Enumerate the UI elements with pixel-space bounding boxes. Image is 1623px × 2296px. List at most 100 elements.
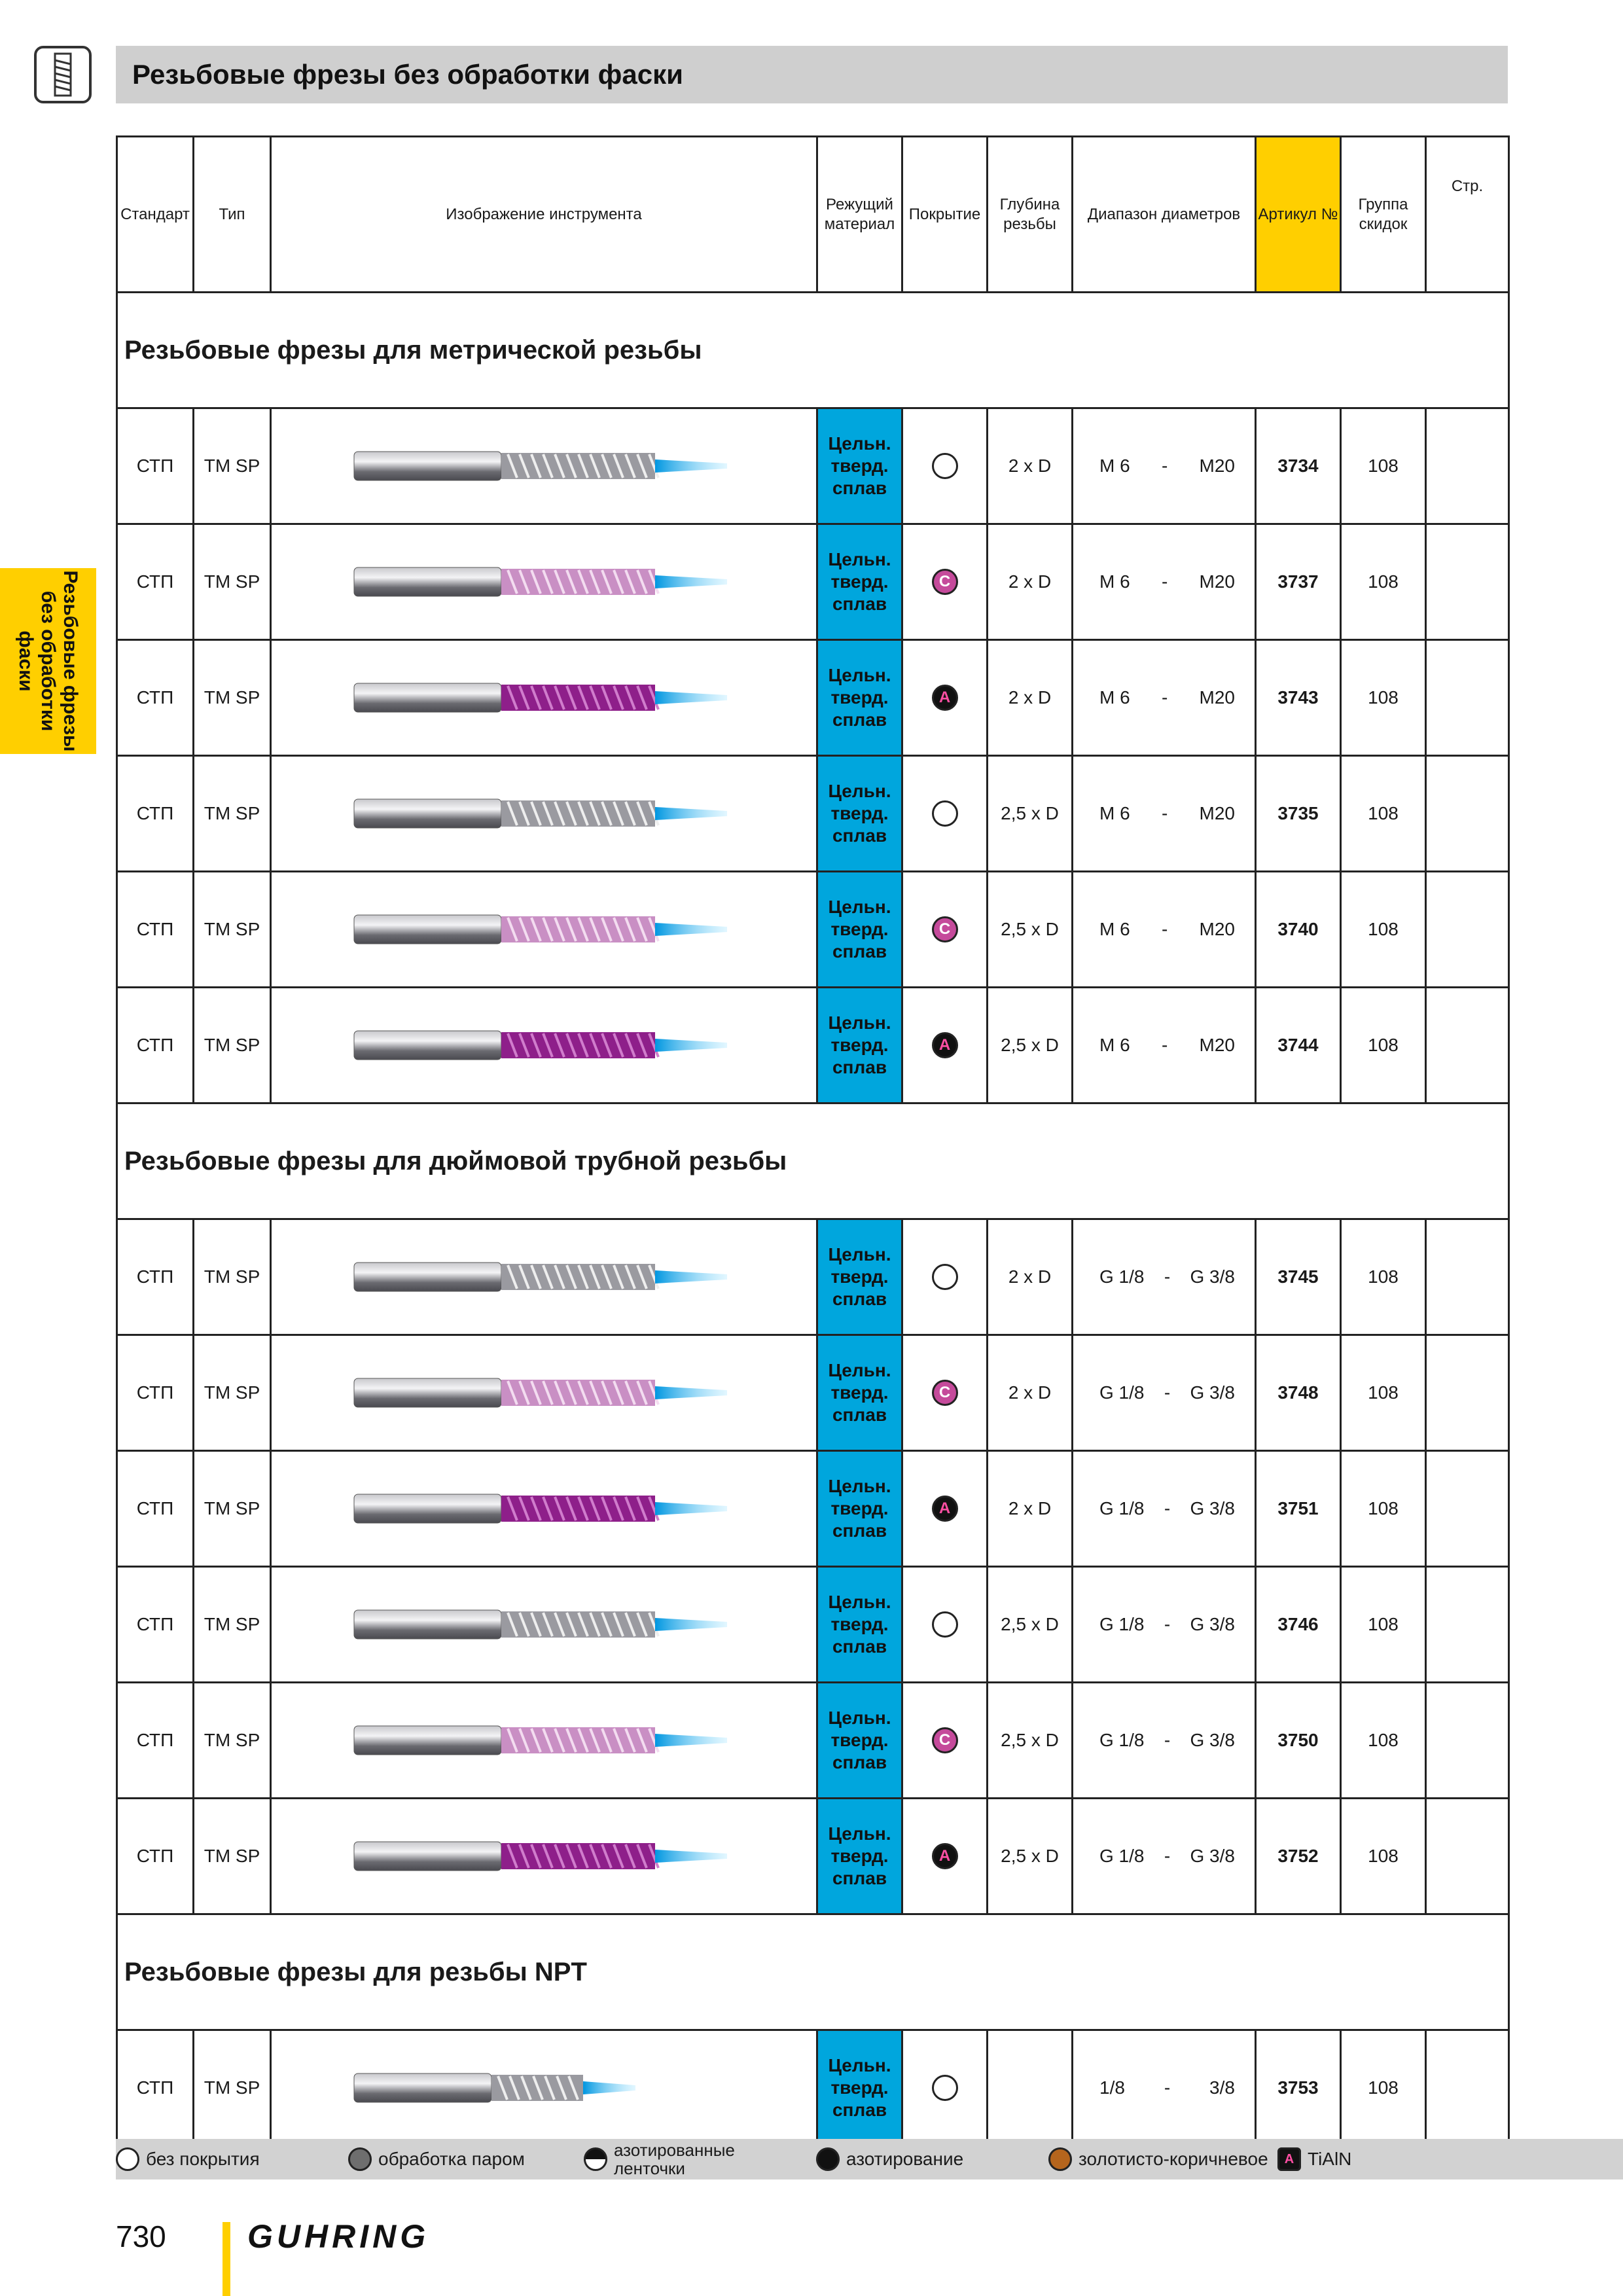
diameter-to: M20 [1199,803,1235,823]
table-row: СТП TM SP Цельн. тверд. сплав 2,5 x D M … [116,755,1510,872]
cell-standard: СТП [116,870,194,988]
diameter-sep: - [1164,1730,1171,1750]
diameter-sep: - [1164,1266,1171,1287]
legend-label: TiAlN [1308,2149,1352,2169]
diameter-to: M20 [1199,1035,1235,1055]
section-row: Резьбовые фрезы для дюймовой трубной рез… [116,1102,1510,1220]
cell-article[interactable]: 3734 [1255,407,1342,525]
cell-material: Цельн. тверд. сплав [816,1681,903,1799]
material-label: Цельн. тверд. сплав [828,1244,891,1309]
diameter-sep: - [1161,803,1168,823]
legend-item: азотированные ленточки [584,2139,735,2179]
cell-tool-image [270,639,818,757]
col-image: Изображение инструмента [270,135,818,293]
coating-c-icon: C [931,916,958,942]
diameter-sep: - [1161,571,1168,592]
cell-discount: 108 [1340,407,1427,525]
cell-article[interactable]: 3737 [1255,523,1342,641]
legend-item: азотирование [816,2139,963,2179]
cell-page [1425,407,1510,525]
legend-label: золотисто-коричневое [1079,2149,1268,2169]
cell-standard: СТП [116,639,194,757]
cell-article[interactable]: 3743 [1255,639,1342,757]
cell-tool-image [270,1450,818,1568]
cell-material: Цельн. тверд. сплав [816,523,903,641]
diameter-to: G 3/8 [1190,1614,1235,1634]
cell-type: TM SP [192,2029,272,2147]
material-label: Цельн. тверд. сплав [828,549,891,614]
cell-depth: 2,5 x D [986,1797,1073,1915]
cell-type: TM SP [192,1797,272,1915]
cell-article[interactable]: 3752 [1255,1797,1342,1915]
cell-type: TM SP [192,1450,272,1568]
cell-coating [901,755,988,872]
diameter-from: M 6 [1099,919,1130,939]
col-depth: Глубина резьбы [986,135,1073,293]
diameter-from: G 1/8 [1099,1614,1145,1634]
legend-item: A TiAlN [1277,2139,1351,2179]
diameter-from: G 1/8 [1099,1382,1145,1403]
material-label: Цельн. тверд. сплав [828,1013,891,1077]
side-tab[interactable]: Резьбовые фрезы без обработки фаски [0,568,96,754]
cell-page [1425,1334,1510,1452]
cell-standard: СТП [116,1797,194,1915]
cell-material: Цельн. тверд. сплав [816,1797,903,1915]
table-row: СТП TM SP Цельн. тверд. сплав 2 x D G 1/… [116,1218,1510,1336]
cell-standard: СТП [116,1218,194,1336]
cell-type: TM SP [192,407,272,525]
cell-article[interactable]: 3745 [1255,1218,1342,1336]
table-row: СТП TM SP Цельн. тверд. сплав A 2,5 x D … [116,1797,1510,1915]
cell-depth: 2 x D [986,407,1073,525]
cell-material: Цельн. тверд. сплав [816,1566,903,1683]
cell-article[interactable]: 3748 [1255,1334,1342,1452]
cell-discount: 108 [1340,1334,1427,1452]
col-material: Режущий материал [816,135,903,293]
cell-depth: 2,5 x D [986,870,1073,988]
cell-article[interactable]: 3740 [1255,870,1342,988]
col-standard: Стандарт [116,135,194,293]
col-diameter: Диапазон диаметров [1071,135,1257,293]
table-row: СТП TM SP Цельн. тверд. сплав A 2,5 x D … [116,986,1510,1104]
nitrided-margins-icon [584,2147,607,2171]
cell-page [1425,1797,1510,1915]
section-title: Резьбовые фрезы для резьбы NPT [116,1913,1510,2031]
material-label: Цельн. тверд. сплав [828,433,891,498]
table-row: СТП TM SP Цельн. тверд. сплав C 2 x D M … [116,523,1510,641]
cell-type: TM SP [192,870,272,988]
coating-none-icon [931,800,958,827]
cell-article[interactable]: 3753 [1255,2029,1342,2147]
page-number: 730 [116,2219,166,2253]
cell-article[interactable]: 3751 [1255,1450,1342,1568]
diameter-sep: - [1164,1382,1171,1403]
cell-tool-image [270,2029,818,2147]
material-label: Цельн. тверд. сплав [828,781,891,846]
cell-tool-image [270,870,818,988]
diameter-to: 3/8 [1209,2077,1235,2098]
cell-article[interactable]: 3735 [1255,755,1342,872]
cell-coating: C [901,1334,988,1452]
cell-tool-image [270,523,818,641]
cell-standard: СТП [116,1681,194,1799]
cell-standard: СТП [116,1566,194,1683]
cell-tool-image [270,1334,818,1452]
cell-coating [901,2029,988,2147]
cell-diameter: G 1/8 - G 3/8 [1071,1681,1257,1799]
cell-article[interactable]: 3744 [1255,986,1342,1104]
cell-tool-image [270,1218,818,1336]
legend-item: без покрытия [116,2139,260,2179]
cell-article[interactable]: 3746 [1255,1566,1342,1683]
diameter-from: G 1/8 [1099,1498,1145,1518]
coating-none-icon [931,1611,958,1638]
cell-article[interactable]: 3750 [1255,1681,1342,1799]
section-title: Резьбовые фрезы для дюймовой трубной рез… [116,1102,1510,1220]
footer-accent-bar [223,2222,230,2296]
diameter-from: M 6 [1099,1035,1130,1055]
cell-diameter: G 1/8 - G 3/8 [1071,1334,1257,1452]
material-label: Цельн. тверд. сплав [828,1708,891,1772]
material-label: Цельн. тверд. сплав [828,2055,891,2120]
coating-swatch-icon [348,2147,372,2171]
diameter-to: M20 [1199,456,1235,476]
cell-diameter: M 6 - M20 [1071,639,1257,757]
cell-diameter: M 6 - M20 [1071,407,1257,525]
table-row: СТП TM SP Цельн. тверд. сплав A 2 x D G … [116,1450,1510,1568]
